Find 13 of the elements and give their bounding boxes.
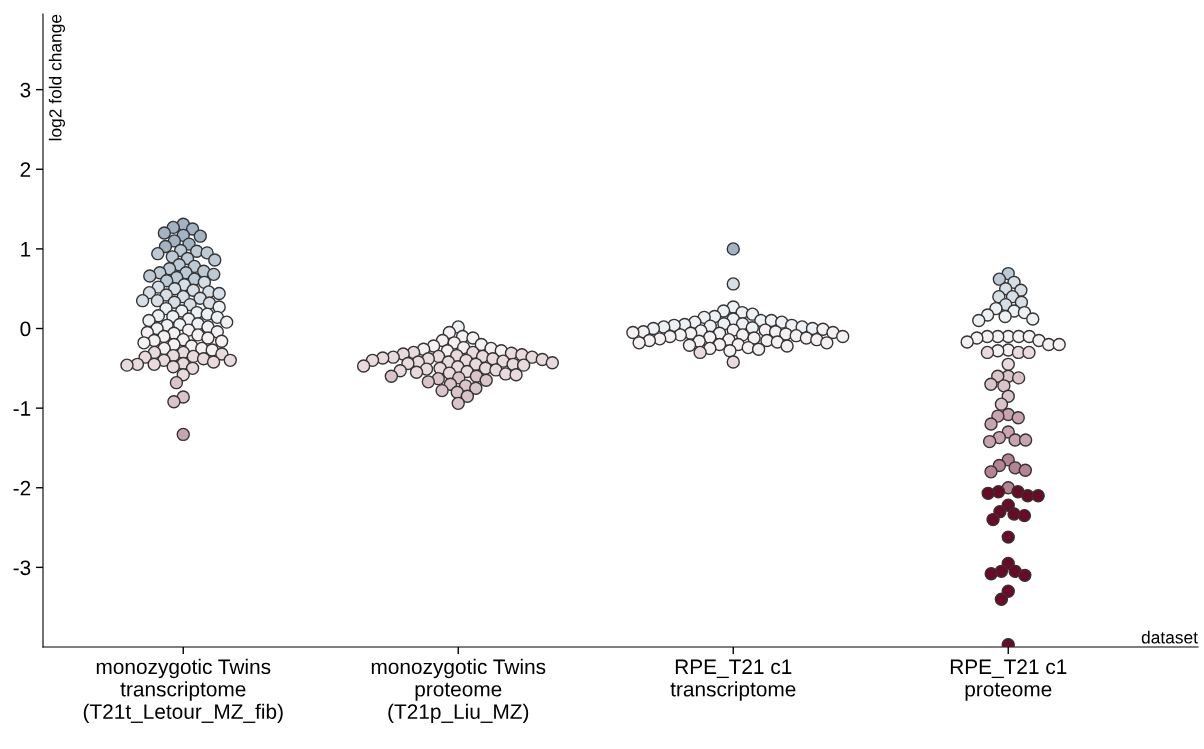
y-tick-label: -1 bbox=[13, 401, 31, 416]
y-tick-label: 2 bbox=[20, 162, 31, 177]
y-tick-label: -3 bbox=[13, 560, 31, 576]
y-tick-label: -2 bbox=[13, 480, 31, 496]
y-tick-label: 1 bbox=[21, 242, 31, 257]
y-tick-label: 0 bbox=[20, 321, 31, 337]
y-axis-title: log2 fold change bbox=[48, 14, 65, 141]
x-tick-label: RPE_T21 c1 proteome bbox=[950, 659, 1067, 701]
y-tick-label: 3 bbox=[20, 82, 31, 98]
x-axis-title: dataset bbox=[1141, 630, 1198, 644]
x-tick-label: monozygotic Twins transcriptome (T21t_Letour_MZ_fib) bbox=[83, 658, 283, 724]
x-tick-label: RPE_T21 c1 transcriptome bbox=[670, 659, 796, 701]
x-tick-label: monozygotic Twins proteome (T21p_Liu_MZ) bbox=[371, 658, 546, 724]
